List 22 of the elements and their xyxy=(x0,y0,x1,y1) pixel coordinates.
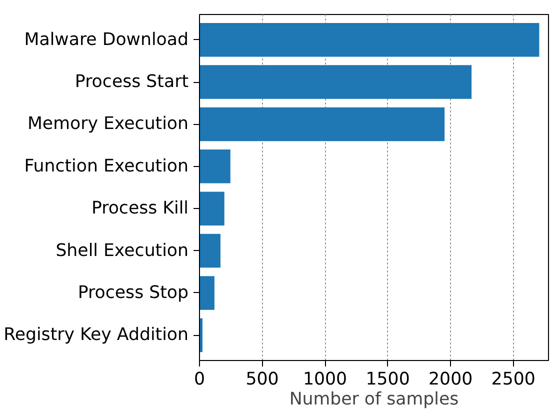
bar xyxy=(200,192,224,226)
bar xyxy=(200,276,214,310)
y-tick-label: Memory Execution xyxy=(27,114,189,134)
x-tick-label: 1500 xyxy=(366,370,410,390)
y-tick-label: Malware Download xyxy=(24,30,189,50)
bar xyxy=(200,22,540,57)
bar xyxy=(200,65,472,99)
y-tick-label: Process Start xyxy=(74,72,189,92)
x-tick-label: 1000 xyxy=(302,370,348,390)
x-tick-label: 2000 xyxy=(428,370,473,390)
y-tick-label: Process Kill xyxy=(91,198,189,219)
x-axis-title: Number of samples xyxy=(289,390,459,410)
x-tick-label: 0 xyxy=(194,370,206,390)
y-tick-label: Function Execution xyxy=(24,156,189,176)
y-tick-label: Shell Execution xyxy=(56,240,188,261)
y-tick-label: Registry Key Addition xyxy=(4,325,189,346)
bar xyxy=(200,107,445,142)
x-tick-label: 2500 xyxy=(491,370,536,390)
bar xyxy=(200,150,230,184)
y-tick-label: Process Stop xyxy=(78,282,189,303)
x-tick-label: 500 xyxy=(246,370,279,390)
bar xyxy=(200,234,220,268)
